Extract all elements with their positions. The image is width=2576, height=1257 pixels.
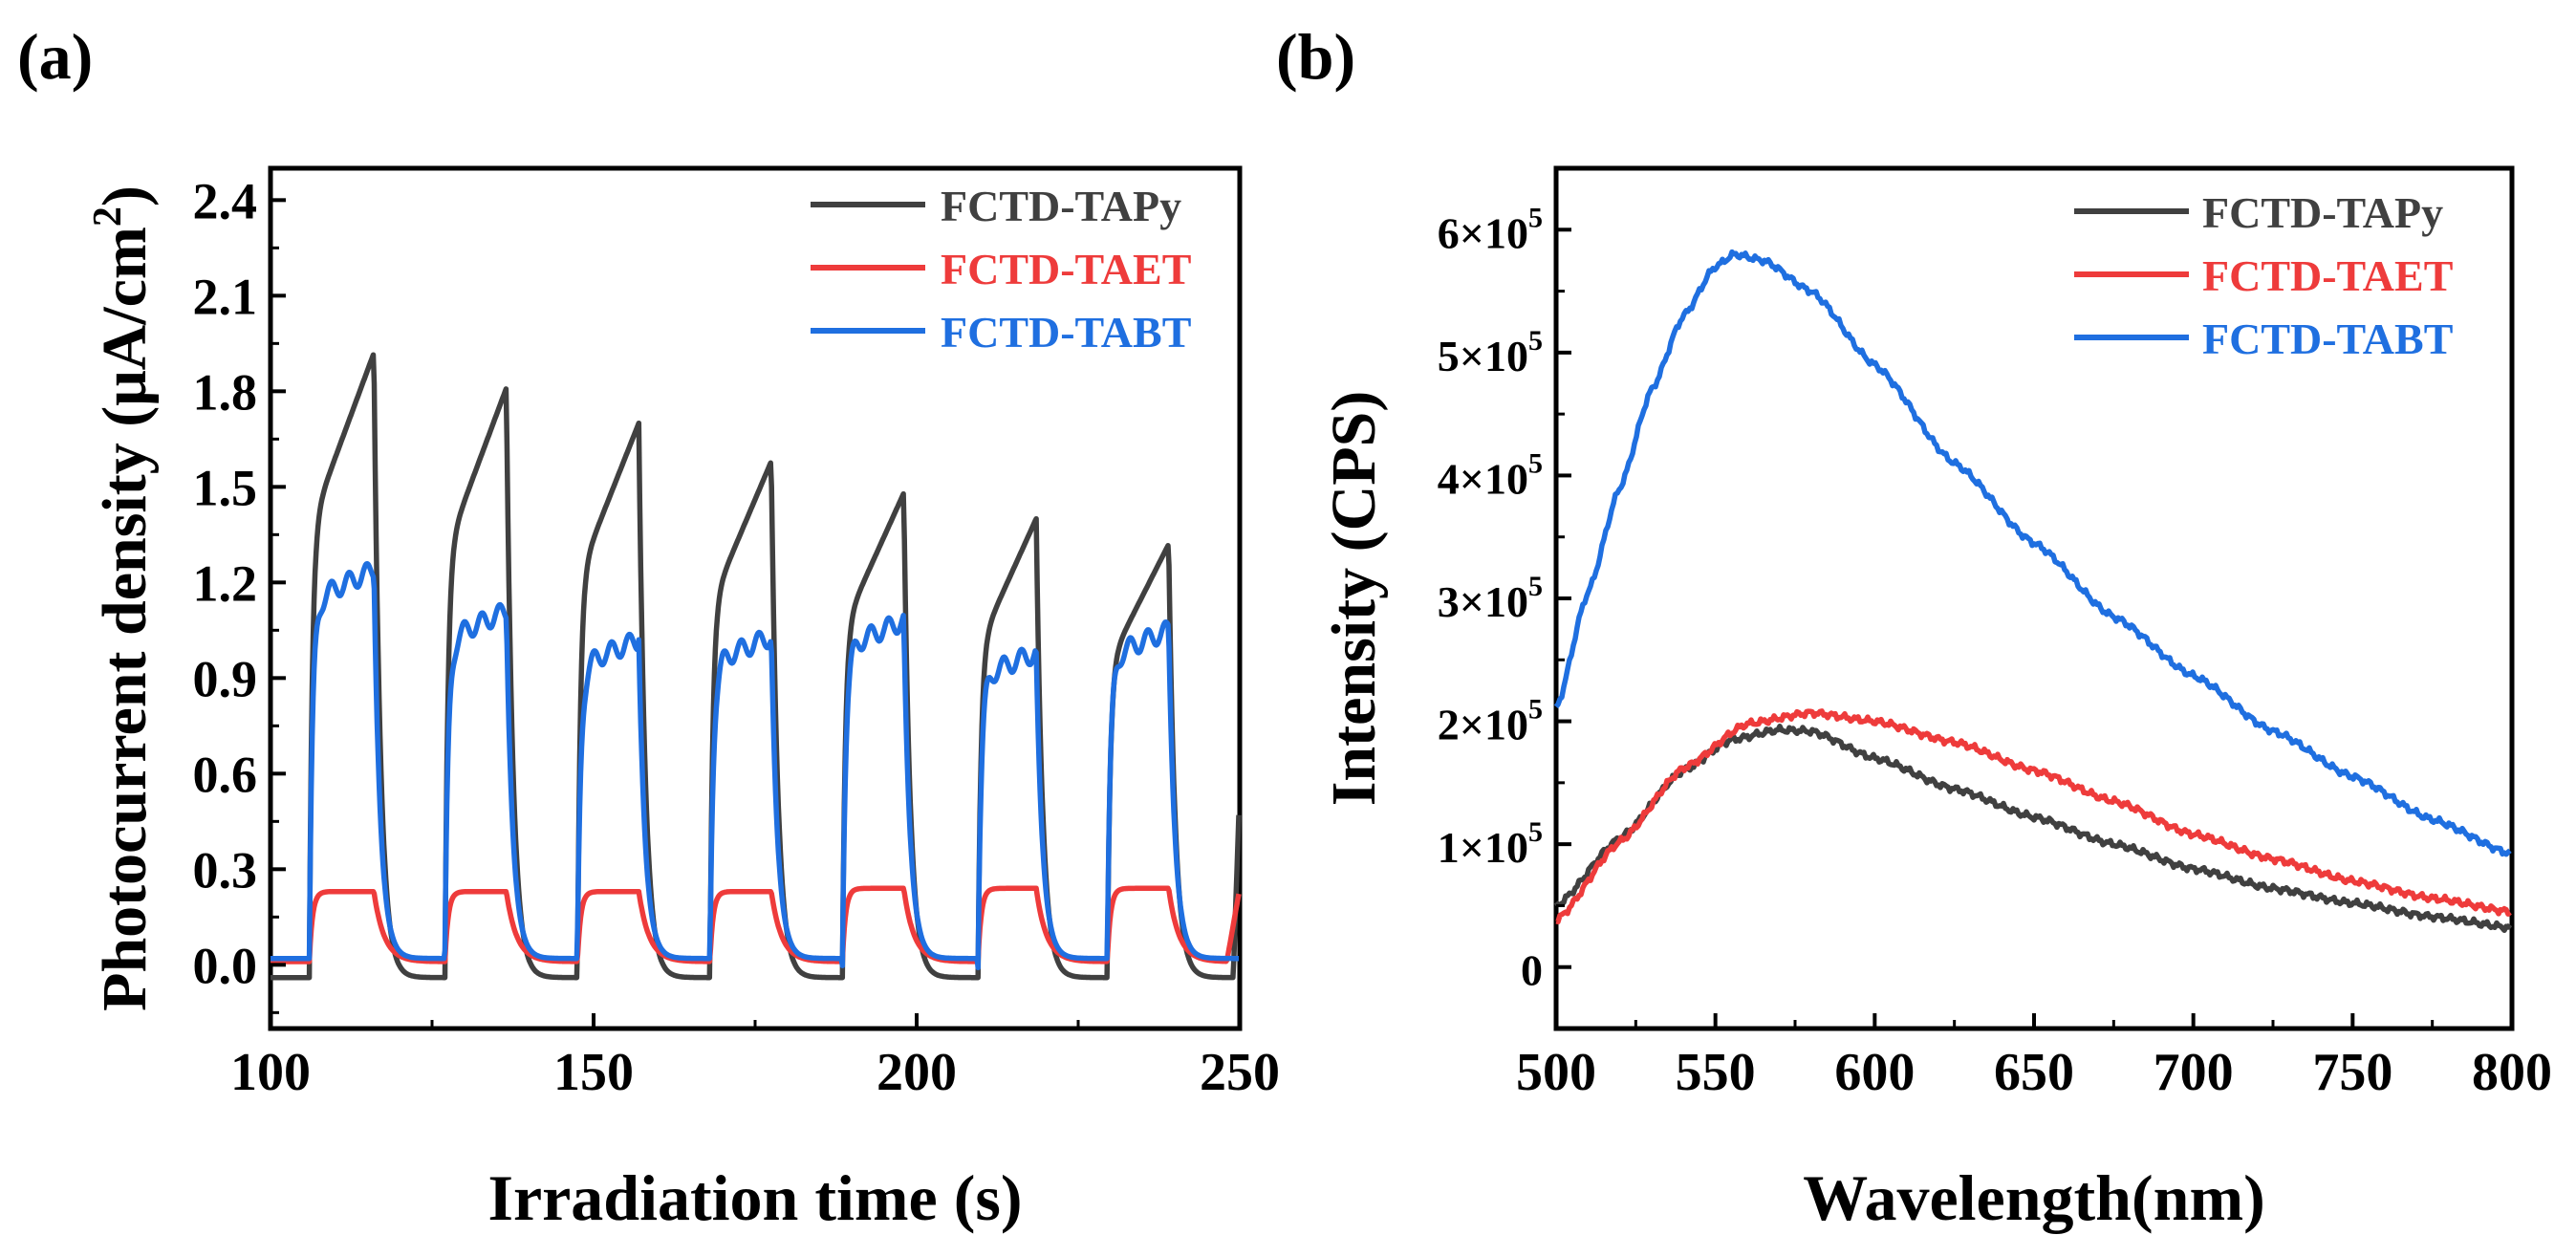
- y-axis-label-a-main: Photocurrent density (μA/cm: [90, 227, 160, 1011]
- x-tick-label: 700: [2154, 1043, 2234, 1102]
- legend-b: FCTD-TAPy FCTD-TAET FCTD-TABT: [2074, 188, 2453, 363]
- x-ticks-b: 500 550 600 650 700 750 800: [1516, 1013, 2552, 1102]
- x-axis-label-a: Irradiation time (s): [487, 1161, 1022, 1234]
- y-tick-mantissa: 5×10: [1438, 332, 1528, 380]
- legend-a: FCTD-TAPy FCTD-TAET FCTD-TABT: [811, 182, 1191, 357]
- y-tick-label: 0.6: [193, 746, 258, 803]
- series-group-b: [1553, 249, 2513, 934]
- series-line-fctd-tapy: [1553, 724, 2513, 934]
- y-tick-label: 2.1: [193, 268, 258, 325]
- y-tick-mantissa: 2×10: [1438, 701, 1528, 749]
- x-tick-label: 600: [1834, 1043, 1915, 1102]
- legend-label: FCTD-TABT: [941, 308, 1191, 357]
- series-line-fctd-tabt: [1553, 249, 2512, 857]
- legend-label: FCTD-TAET: [2202, 251, 2453, 300]
- y-tick-label: 2×105: [1438, 694, 1543, 749]
- legend-label: FCTD-TAPy: [2202, 188, 2443, 237]
- legend-label: FCTD-TABT: [2202, 314, 2453, 363]
- y-tick-mantissa: 4×10: [1438, 454, 1528, 503]
- x-tick-label: 650: [1994, 1043, 2074, 1102]
- y-tick-mantissa: 6×10: [1438, 208, 1528, 257]
- y-tick-exponent: 5: [1528, 694, 1543, 726]
- y-tick-label: 1×105: [1438, 816, 1543, 872]
- y-tick-mantissa: 3×10: [1438, 577, 1528, 626]
- series-line-fctd-tapy: [269, 352, 1242, 981]
- x-tick-label: 800: [2472, 1043, 2552, 1102]
- y-tick-exponent: 5: [1528, 325, 1543, 357]
- y-tick-label: 1.2: [193, 554, 258, 612]
- x-tick-label: 200: [877, 1043, 957, 1102]
- y-tick-label: 6×105: [1438, 202, 1543, 257]
- y-tick-label: 0.3: [193, 841, 258, 899]
- y-tick-label: 4×105: [1438, 447, 1543, 503]
- y-tick-label: 1.8: [193, 363, 258, 421]
- y-tick-exponent: 5: [1528, 816, 1543, 848]
- panel-b: (b) 500 550 600 650 700 750 800 01×1052×1053×1…: [1276, 20, 2552, 1234]
- legend-label: FCTD-TAPy: [941, 182, 1181, 230]
- x-tick-label: 100: [230, 1043, 311, 1102]
- series-line-fctd-tabt: [269, 560, 1241, 971]
- series-group-a: [269, 352, 1242, 981]
- series-line-fctd-taet: [1555, 708, 2512, 924]
- y-axis-label-a: Photocurrent density (μA/cm2): [86, 185, 160, 1011]
- y-ticks-a: 0.0 0.3 0.6 0.9 1.2 1.5 1.8 2.1 2.4: [193, 172, 286, 1014]
- x-tick-label: 550: [1676, 1043, 1756, 1102]
- x-tick-label: 750: [2312, 1043, 2392, 1102]
- y-tick-label: 5×105: [1438, 325, 1543, 380]
- y-tick-label: 0.0: [193, 937, 258, 994]
- legend-label: FCTD-TAET: [941, 245, 1191, 293]
- x-ticks-a: 100 150 200 250: [230, 1013, 1280, 1102]
- x-axis-label-b: Wavelength(nm): [1803, 1161, 2265, 1234]
- y-tick-mantissa: 1×10: [1438, 823, 1528, 872]
- x-tick-label: 250: [1200, 1043, 1280, 1102]
- y-tick-exponent: 5: [1528, 571, 1543, 602]
- plot-frame-a: [268, 165, 1243, 1031]
- x-tick-label: 150: [553, 1043, 634, 1102]
- x-tick-label: 500: [1516, 1043, 1596, 1102]
- y-tick-label: 3×105: [1438, 571, 1543, 626]
- y-tick-exponent: 5: [1528, 202, 1543, 233]
- y-tick-exponent: 5: [1528, 447, 1543, 479]
- y-tick-mantissa: 0: [1521, 946, 1543, 995]
- y-axis-label-b: Intensity (CPS): [1319, 391, 1389, 807]
- y-tick-label: 2.4: [193, 172, 258, 229]
- y-axis-label-a-close: ): [90, 185, 160, 206]
- y-axis-label-a-sup: 2: [86, 206, 130, 227]
- y-tick-label: 0.9: [193, 650, 258, 707]
- y-tick-label: 0: [1521, 946, 1543, 995]
- y-tick-label: 1.5: [193, 459, 258, 516]
- series-line-fctd-taet: [269, 885, 1242, 964]
- panel-label-b: (b): [1276, 20, 1355, 93]
- panel-a: (a) 100 150 200 250 0.0 0.3 0.6 0.9 1.2 1.5 1.8 2.…: [17, 20, 1280, 1234]
- panel-label-a: (a): [17, 20, 93, 93]
